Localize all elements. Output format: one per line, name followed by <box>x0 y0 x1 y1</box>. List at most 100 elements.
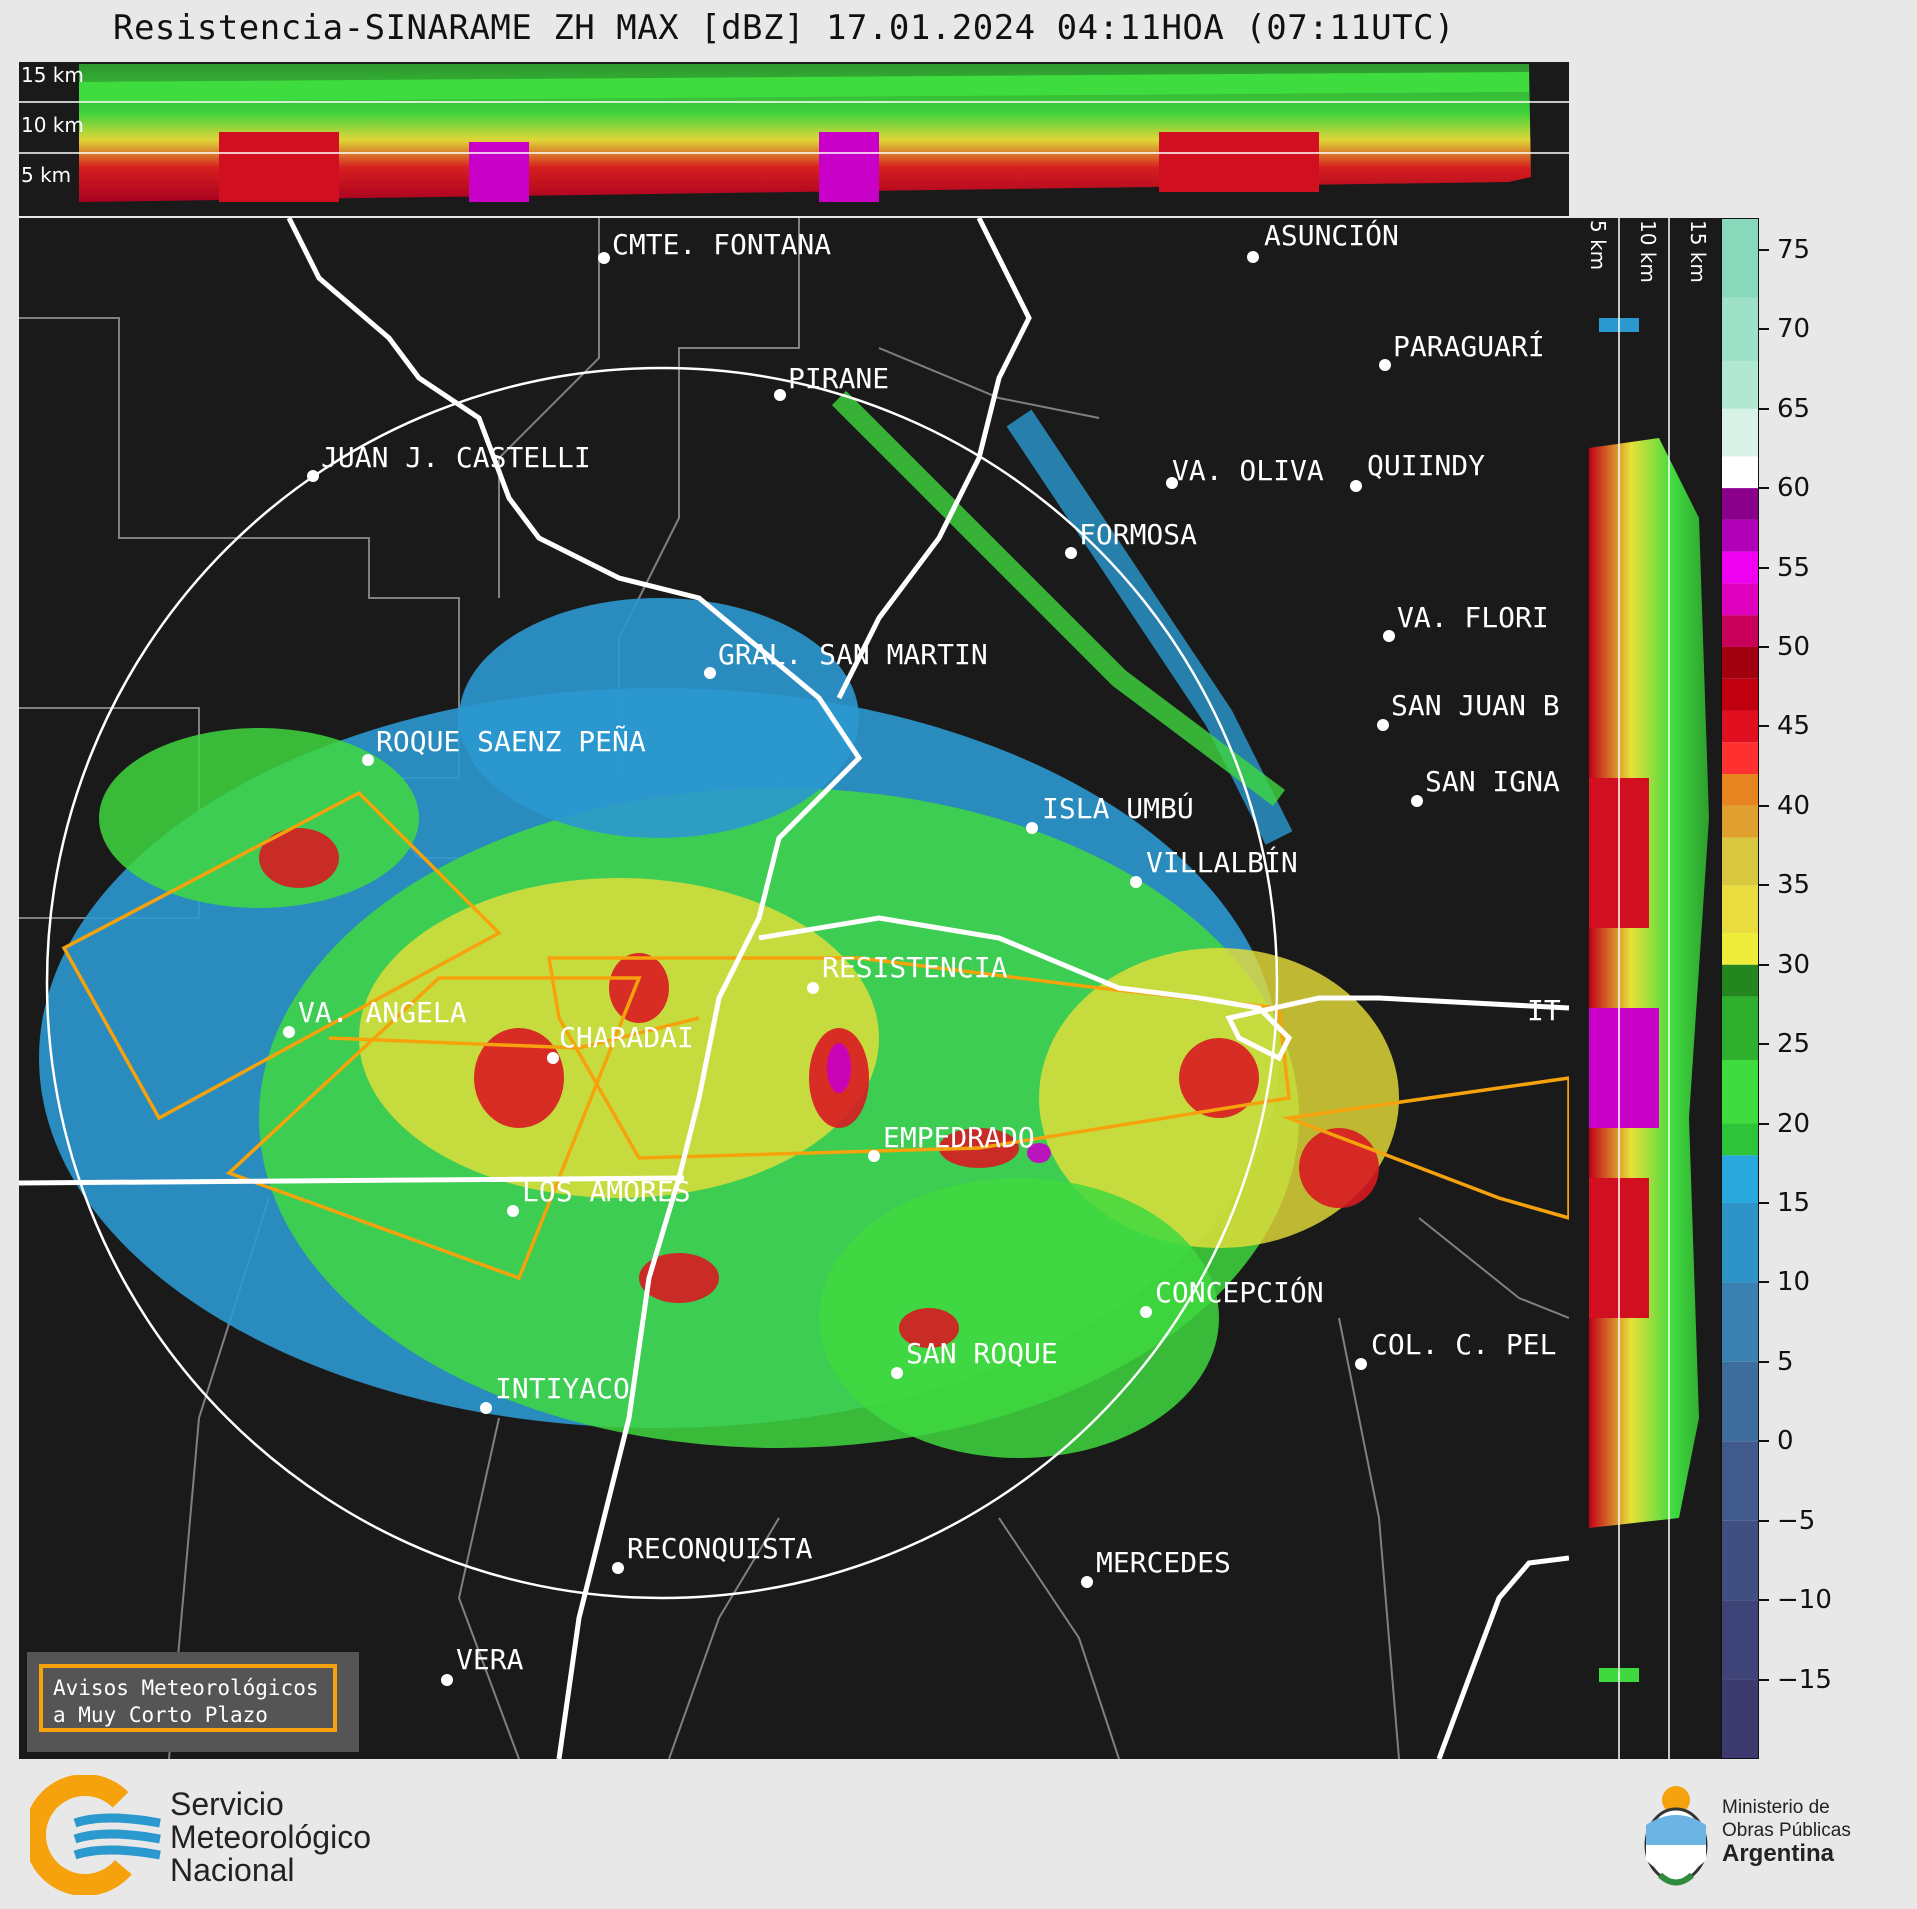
smn-logo <box>24 1774 430 1896</box>
colorbar-band <box>1721 1123 1759 1156</box>
city-gral-san-martin: GRAL. SAN MARTIN <box>718 638 988 671</box>
city-col-c-pel: COL. C. PEL <box>1371 1328 1556 1361</box>
colorbar-band <box>1721 1520 1759 1601</box>
colorbar-tick-label: 55 <box>1777 552 1811 583</box>
colorbar-tick-label: 70 <box>1777 314 1811 345</box>
ministry-text: Ministerio de Obras Públicas Argentina <box>1722 1796 1851 1866</box>
smn-line-3: Nacional <box>170 1852 295 1888</box>
right-alt-15: 15 km <box>1686 220 1710 283</box>
colorbar-band <box>1721 218 1759 298</box>
colorbar-tick-label: 50 <box>1777 631 1811 662</box>
colorbar-tick-mark <box>1759 248 1769 251</box>
colorbar-band <box>1721 1441 1759 1521</box>
ministry-seal <box>1640 1780 1910 1900</box>
colorbar-tick-label: 45 <box>1777 711 1811 742</box>
warning-line-1: Avisos Meteorológicos <box>53 1676 319 1700</box>
right-cross-section: 5 km 10 km 15 km <box>1569 218 1721 1759</box>
colorbar-band <box>1721 551 1759 584</box>
city-roque-saenz-pena: ROQUE SAENZ PEÑA <box>376 724 646 758</box>
top-alt-5: 5 km <box>21 163 71 187</box>
city-paraguari: PARAGUARÍ <box>1393 329 1545 363</box>
ministry-line-2: Obras Públicas <box>1722 1820 1851 1841</box>
colorbar-tick-label: 60 <box>1777 473 1811 504</box>
colorbar-tick-mark <box>1759 963 1769 966</box>
dbz-colorbar <box>1721 218 1759 1759</box>
colorbar-band <box>1721 1679 1759 1759</box>
city-asuncion: ASUNCIÓN <box>1264 218 1399 252</box>
colorbar-band <box>1721 932 1759 965</box>
warning-legend[interactable]: Avisos Meteorológicos a Muy Corto Plazo <box>27 1652 359 1752</box>
city-juan-j-castelli: JUAN J. CASTELLI <box>321 441 591 474</box>
colorbar-band <box>1721 996 1759 1060</box>
radar-map[interactable]: CMTE. FONTANA ASUNCIÓN PIRANE PARAGUARÍ … <box>18 216 1571 1760</box>
colorbar-tick-mark <box>1759 1440 1769 1443</box>
colorbar-tick-label: 40 <box>1777 790 1811 821</box>
city-quiindy: QUIINDY <box>1367 449 1485 482</box>
colorbar-tick-label: 35 <box>1777 870 1811 901</box>
colorbar-band <box>1721 1202 1759 1283</box>
colorbar-band <box>1721 615 1759 647</box>
colorbar-tick-label: 15 <box>1777 1187 1811 1218</box>
colorbar-band <box>1721 678 1759 711</box>
city-intiyaco: INTIYACO <box>495 1372 630 1405</box>
colorbar-band <box>1721 964 1759 997</box>
colorbar-tick-label: −5 <box>1777 1505 1816 1536</box>
colorbar-tick-mark <box>1759 725 1769 728</box>
city-los-amores: LOS AMORES <box>522 1175 691 1208</box>
colorbar-tick-mark <box>1759 884 1769 887</box>
colorbar-tick-mark <box>1759 487 1769 490</box>
colorbar-band <box>1721 1282 1759 1362</box>
colorbar-tick-label: 30 <box>1777 949 1811 980</box>
smn-text: Servicio Meteorológico Nacional <box>170 1788 371 1887</box>
city-isla-umbu: ISLA UMBÚ <box>1042 791 1194 825</box>
colorbar-band <box>1721 408 1759 457</box>
colorbar-tick-mark <box>1759 1678 1769 1681</box>
city-va-flori: VA. FLORI <box>1397 601 1549 634</box>
warning-line-2: a Muy Corto Plazo <box>53 1703 268 1727</box>
colorbar-band <box>1721 885 1759 933</box>
colorbar-tick-mark <box>1759 1043 1769 1046</box>
colorbar-tick-mark <box>1759 328 1769 331</box>
range-ring <box>45 366 1279 1600</box>
colorbar-ticks: 75 70 65 60 55 50 45 40 35 30 25 20 15 10 5 0 −5 −10 −15 <box>1759 218 1879 1759</box>
colorbar-tick-mark <box>1759 1360 1769 1363</box>
right-alt-5: 5 km <box>1586 220 1610 270</box>
city-formosa: FORMOSA <box>1079 518 1197 551</box>
city-cmte-fontana: CMTE. FONTANA <box>612 228 831 261</box>
colorbar-band <box>1721 774 1759 806</box>
city-charadai: CHARADAI <box>559 1021 694 1054</box>
city-mercedes: MERCEDES <box>1096 1546 1231 1579</box>
city-villalbin: VILLALBÍN <box>1146 845 1298 879</box>
colorbar-tick-label: 20 <box>1777 1108 1811 1139</box>
colorbar-tick-label: −10 <box>1777 1585 1832 1616</box>
colorbar-tick-label: 5 <box>1777 1346 1794 1377</box>
colorbar-band <box>1721 583 1759 616</box>
city-san-roque: SAN ROQUE <box>906 1337 1058 1370</box>
colorbar-band <box>1721 519 1759 552</box>
city-vera: VERA <box>456 1643 524 1676</box>
colorbar-tick-mark <box>1759 566 1769 569</box>
colorbar-band <box>1721 456 1759 489</box>
colorbar-tick-label: 65 <box>1777 393 1811 424</box>
city-san-juan-b: SAN JUAN B <box>1391 689 1560 722</box>
colorbar-band <box>1721 742 1759 775</box>
city-empedrado: EMPEDRADO <box>883 1121 1035 1154</box>
colorbar-band <box>1721 1600 1759 1680</box>
colorbar-tick-mark <box>1759 1519 1769 1522</box>
colorbar-tick-label: 10 <box>1777 1267 1811 1298</box>
colorbar-tick-mark <box>1759 1122 1769 1125</box>
colorbar-band <box>1721 488 1759 520</box>
top-alt-15: 15 km <box>21 63 84 87</box>
colorbar-tick-mark <box>1759 1201 1769 1204</box>
top-alt-10: 10 km <box>21 113 84 137</box>
colorbar-tick-mark <box>1759 645 1769 648</box>
city-concepcion: CONCEPCIÓN <box>1155 1275 1324 1309</box>
colorbar-band <box>1721 805 1759 838</box>
city-san-igna: SAN IGNA <box>1425 765 1560 798</box>
city-it: IT <box>1527 994 1561 1027</box>
warning-polygons[interactable] <box>61 790 1571 1281</box>
colorbar-tick-mark <box>1759 1599 1769 1602</box>
colorbar-tick-mark <box>1759 407 1769 410</box>
colorbar-band <box>1721 1361 1759 1442</box>
colorbar-tick-label: −15 <box>1777 1664 1832 1695</box>
